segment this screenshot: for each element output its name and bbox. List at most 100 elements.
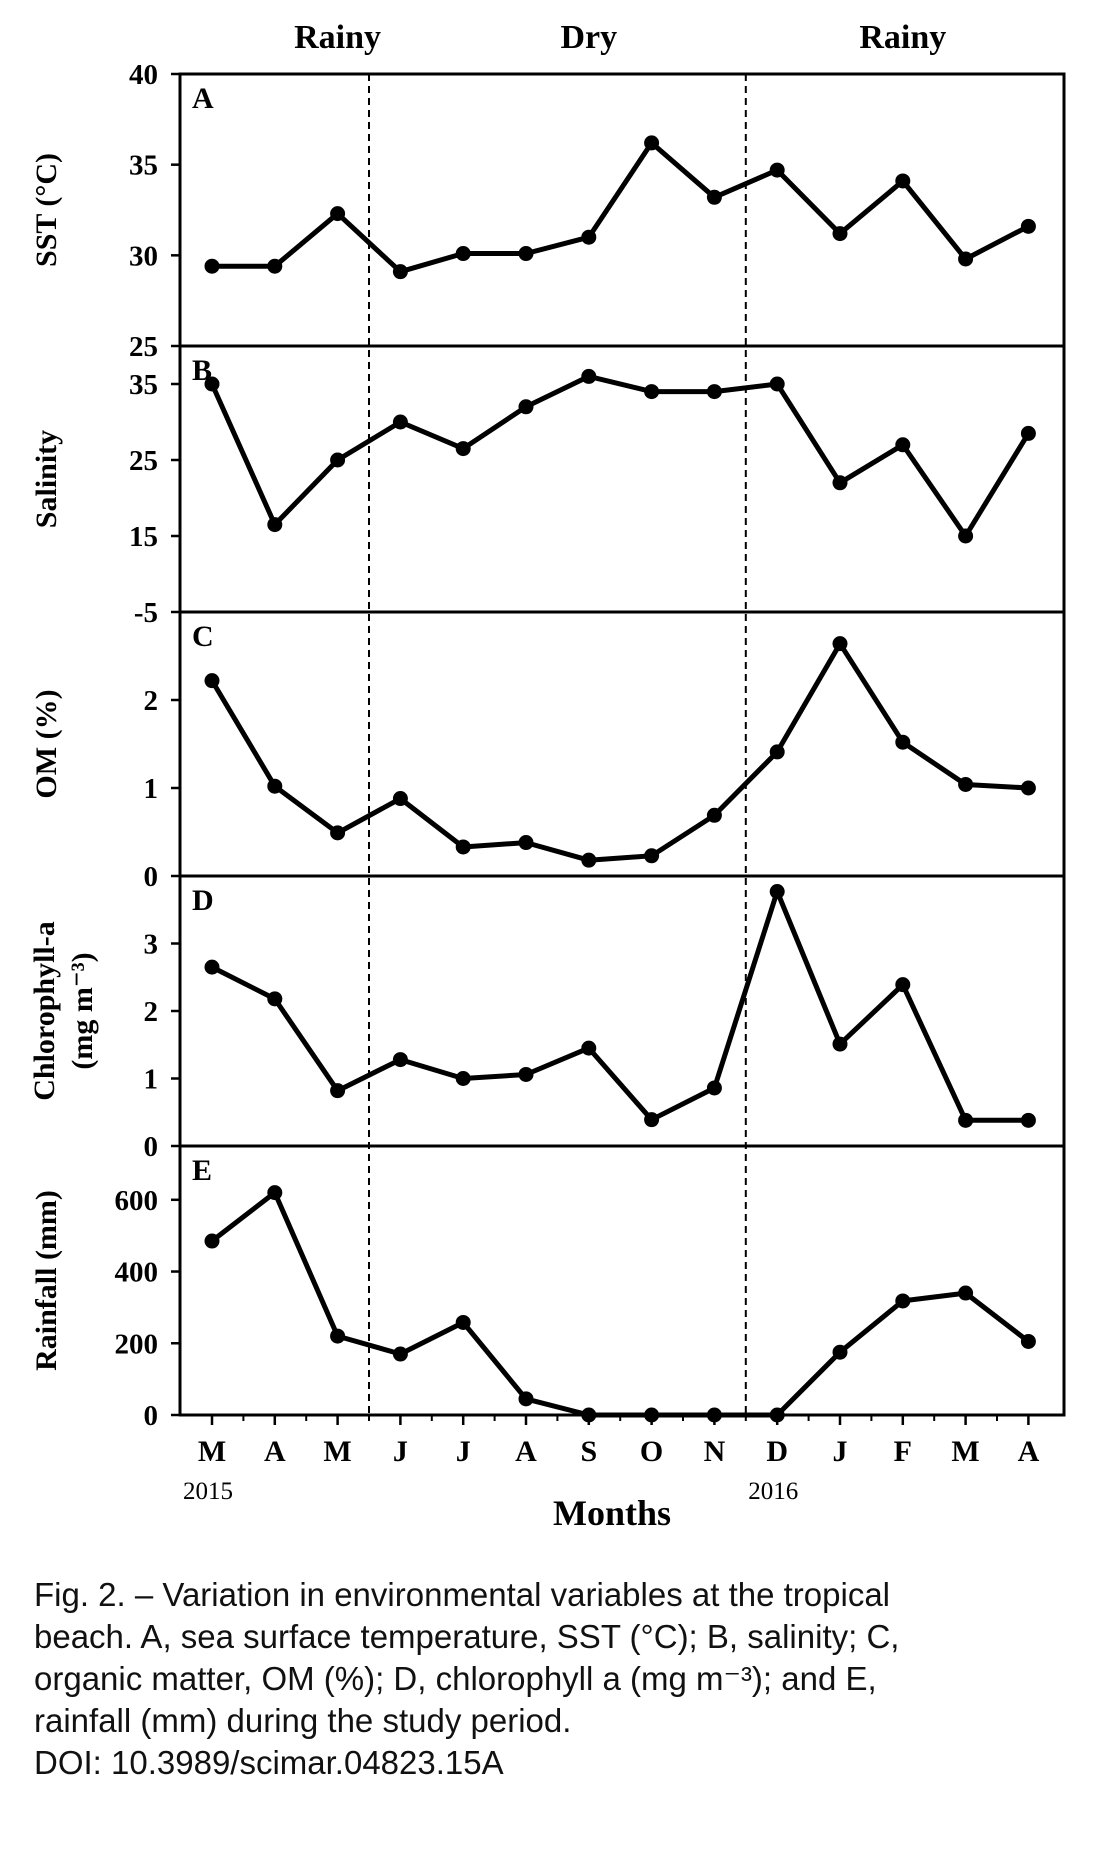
data-point [1020,780,1036,796]
data-point [706,384,722,400]
data-point [958,1112,974,1128]
x-axis-title: Months [553,1493,671,1533]
x-tick-label: O [640,1435,663,1468]
data-point [330,825,346,841]
season-labels: Rainy Dry Rainy [294,19,946,56]
data-point [518,399,534,415]
data-point [455,1071,471,1086]
data-point [832,226,848,242]
y-axis-label: Rainfall (mm) [30,1190,63,1371]
series-line [210,889,1029,1123]
data-point [581,1040,597,1056]
data-point [330,1083,346,1099]
data-point [706,189,722,205]
panel-frame [178,874,1066,1148]
season-dividers [368,74,747,1415]
y-tick-label: 25 [129,331,158,363]
data-point [392,1052,408,1068]
data-point [518,1391,534,1407]
data-point [832,636,848,652]
data-point [455,441,471,457]
data-point [832,1344,848,1360]
panel-a: 25 30 35 40 A SST (°C) [30,59,1066,363]
data-point [706,1080,722,1096]
data-point [392,791,408,807]
x-axis: M A M J J A S O N D J F M A 2015 2016 Months [183,1415,1040,1533]
data-point [958,251,974,267]
data-point [518,835,534,851]
data-point [1020,218,1036,234]
data-point [330,206,346,222]
caption-line: organic matter, OM (%); D, chlorophyll a… [34,1660,877,1697]
x-tick-label: M [951,1435,979,1468]
x-tick-label: M [323,1435,351,1468]
caption-line: beach. A, sea surface temperature, SST (… [34,1618,900,1655]
panel-letter: A [192,82,214,115]
y-axis-label: OM (%) [30,689,63,798]
caption-line: Fig. 2. – Variation in environmental var… [34,1576,891,1613]
y-tick-label: 15 [129,521,158,553]
data-point [644,1112,660,1128]
panel-letter: C [192,620,214,653]
data-point [644,848,660,864]
x-tick-label: A [1018,1435,1040,1468]
year-label: 2015 [183,1478,233,1505]
y-tick-label: 1 [144,773,159,805]
data-point [769,744,785,760]
figure-caption: Fig. 2. – Variation in environmental var… [34,1574,1074,1784]
x-tick-label: J [456,1435,471,1468]
y-tick-label: 2 [144,685,159,717]
y-tick-label: 35 [129,369,158,401]
data-point [392,1346,408,1362]
data-point [518,1066,534,1082]
series-line [209,641,1029,863]
data-point [267,1185,283,1201]
x-tick-label: A [264,1435,286,1468]
season-label: Rainy [294,19,381,56]
panel-e: 0 200 400 600 E Rainfall (mm) [30,1144,1066,1432]
x-tick-label: J [393,1435,408,1468]
panel-d: 0 1 2 3 D Chlorophyll-a (mg m⁻³) [28,874,1066,1163]
data-point [330,452,346,468]
data-point [895,977,911,993]
x-tick-label: N [704,1435,726,1468]
data-point [769,884,785,900]
y-tick-label: 35 [129,150,158,182]
data-point [204,959,220,975]
y-tick-label: -5 [134,597,158,629]
data-point [455,839,471,855]
data-point [769,162,785,178]
x-tick-label: D [766,1435,788,1468]
y-tick-label: 3 [144,929,159,961]
panel-letter: D [192,884,214,917]
y-tick-label: 400 [115,1257,159,1289]
data-point [895,173,911,189]
y-tick-label: 30 [129,240,158,272]
year-label: 2016 [748,1478,798,1505]
data-point [204,673,220,689]
data-point [644,135,660,151]
panel-frame [178,610,1066,878]
data-point [267,991,283,1007]
y-tick-label: 40 [129,59,158,91]
data-point [455,246,471,262]
y-tick-label: 1 [144,1064,159,1096]
data-point [581,852,597,868]
panel-letter: E [192,1154,212,1187]
season-label: Dry [560,19,617,56]
x-tick-label: J [833,1435,848,1468]
y-axis-label: Chlorophyll-a [28,921,61,1101]
y-tick-label: 600 [115,1185,159,1217]
x-tick-label: S [580,1435,597,1468]
data-point [644,384,660,400]
data-point [958,776,974,792]
data-point [204,376,220,392]
data-point [581,368,597,384]
data-point [392,414,408,430]
data-point [1020,425,1036,441]
data-point [958,1285,974,1301]
data-point [330,1328,346,1344]
series-line [209,373,1031,539]
data-point [455,1314,471,1330]
